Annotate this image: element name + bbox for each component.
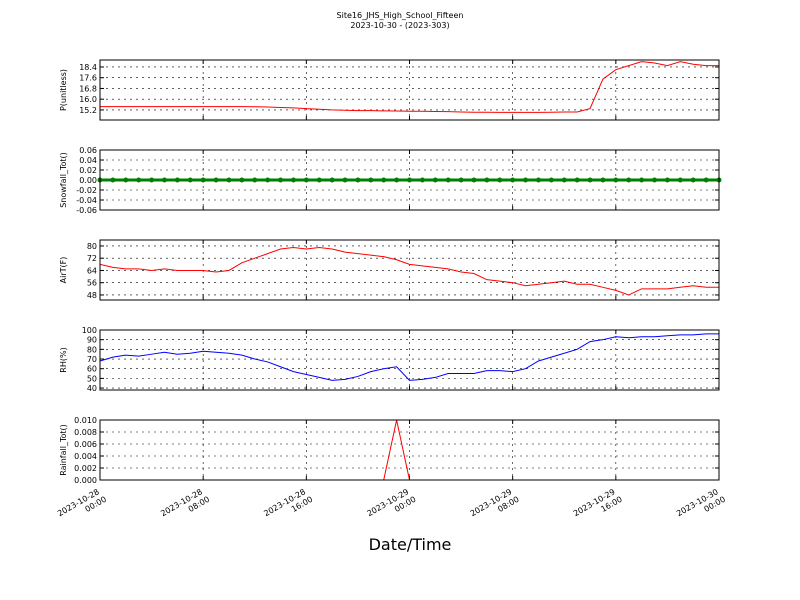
data-point — [265, 177, 271, 183]
data-point — [200, 177, 206, 183]
data-line — [100, 61, 719, 113]
y-axis-label: P(unitless) — [59, 69, 68, 111]
data-point — [587, 177, 593, 183]
data-point — [613, 177, 619, 183]
data-point — [535, 177, 541, 183]
data-point — [458, 177, 464, 183]
data-point — [574, 177, 580, 183]
data-point — [419, 177, 425, 183]
y-tick-label: 15.2 — [79, 106, 97, 115]
plot-frame — [99, 59, 720, 121]
y-tick-label: 70 — [87, 355, 97, 364]
y-tick-label: 0.06 — [79, 146, 97, 155]
y-tick-label: 0.000 — [74, 476, 97, 485]
y-tick-label: 0.006 — [74, 440, 97, 449]
data-point — [432, 177, 438, 183]
y-tick-label: 56 — [87, 279, 97, 288]
y-tick-label: 0.04 — [79, 156, 97, 165]
y-axis-label: AirT(F) — [59, 257, 68, 284]
y-tick-label: 72 — [87, 254, 97, 263]
y-tick-label: 64 — [87, 266, 97, 275]
data-point — [174, 177, 180, 183]
plot-frame — [99, 329, 720, 391]
data-point — [639, 177, 645, 183]
y-tick-label: 100 — [82, 326, 97, 335]
data-point — [523, 177, 529, 183]
data-point — [484, 177, 490, 183]
y-tick-label: 60 — [87, 365, 97, 374]
y-tick-label: 40 — [87, 384, 97, 393]
y-tick-label: 16.0 — [79, 95, 97, 104]
data-point — [510, 177, 516, 183]
data-point — [290, 177, 296, 183]
y-axis-label: Snowfall_Tot() — [59, 152, 68, 208]
data-point — [355, 177, 361, 183]
data-point — [407, 177, 412, 183]
data-point — [600, 177, 606, 183]
y-tick-label: -0.02 — [76, 186, 97, 195]
plot-frame — [99, 149, 720, 211]
data-point — [329, 177, 335, 183]
data-point — [252, 177, 258, 183]
data-point — [123, 177, 129, 183]
y-axis-label: Rainfall_Tot() — [59, 424, 68, 476]
y-tick-label: 0.010 — [74, 416, 97, 425]
y-tick-label: 48 — [87, 291, 97, 300]
data-point — [226, 177, 232, 183]
data-point — [368, 177, 374, 183]
data-point — [149, 177, 155, 183]
data-point — [303, 177, 309, 183]
data-point — [316, 177, 322, 183]
data-point — [394, 177, 400, 183]
chart-subtitle: 2023-10-30 - (2023-303) — [350, 21, 449, 30]
data-point — [187, 177, 193, 183]
y-tick-label: 0.008 — [74, 428, 97, 437]
y-axis-label: RH(%) — [59, 347, 68, 372]
data-point — [381, 177, 387, 183]
data-point — [626, 177, 632, 183]
y-tick-label: 16.8 — [79, 84, 97, 93]
y-tick-label: 50 — [87, 374, 97, 383]
data-line — [99, 246, 719, 296]
data-point — [136, 177, 142, 183]
data-point — [342, 177, 348, 183]
y-tick-label: 0.002 — [74, 464, 97, 473]
plot-frame — [99, 419, 720, 481]
data-point — [471, 177, 477, 183]
y-tick-label: 80 — [87, 242, 97, 251]
plot-frame — [99, 239, 720, 301]
data-line — [99, 333, 719, 381]
data-point — [664, 177, 670, 183]
data-point — [110, 177, 116, 183]
data-point — [548, 177, 554, 183]
y-tick-label: 80 — [87, 345, 97, 354]
x-axis-label: Date/Time — [369, 535, 452, 554]
y-tick-label: -0.04 — [76, 196, 97, 205]
data-point — [161, 177, 167, 183]
data-point — [445, 177, 451, 183]
y-tick-label: 0.02 — [79, 166, 97, 175]
data-point — [239, 177, 245, 183]
data-point — [497, 177, 503, 183]
data-point — [690, 177, 696, 183]
chart-title: Site16_JHS_High_School_Fifteen — [337, 11, 464, 20]
y-tick-label: 18.4 — [79, 63, 97, 72]
data-point — [213, 177, 219, 183]
data-point — [561, 177, 567, 183]
y-tick-label: 0.004 — [74, 452, 97, 461]
y-tick-label: 0.00 — [79, 176, 97, 185]
data-point — [652, 177, 658, 183]
data-point — [677, 177, 683, 183]
y-tick-label: -0.06 — [76, 206, 97, 215]
data-point — [703, 177, 709, 183]
y-tick-label: 17.6 — [79, 74, 97, 83]
y-tick-label: 90 — [87, 336, 97, 345]
data-point — [278, 177, 284, 183]
